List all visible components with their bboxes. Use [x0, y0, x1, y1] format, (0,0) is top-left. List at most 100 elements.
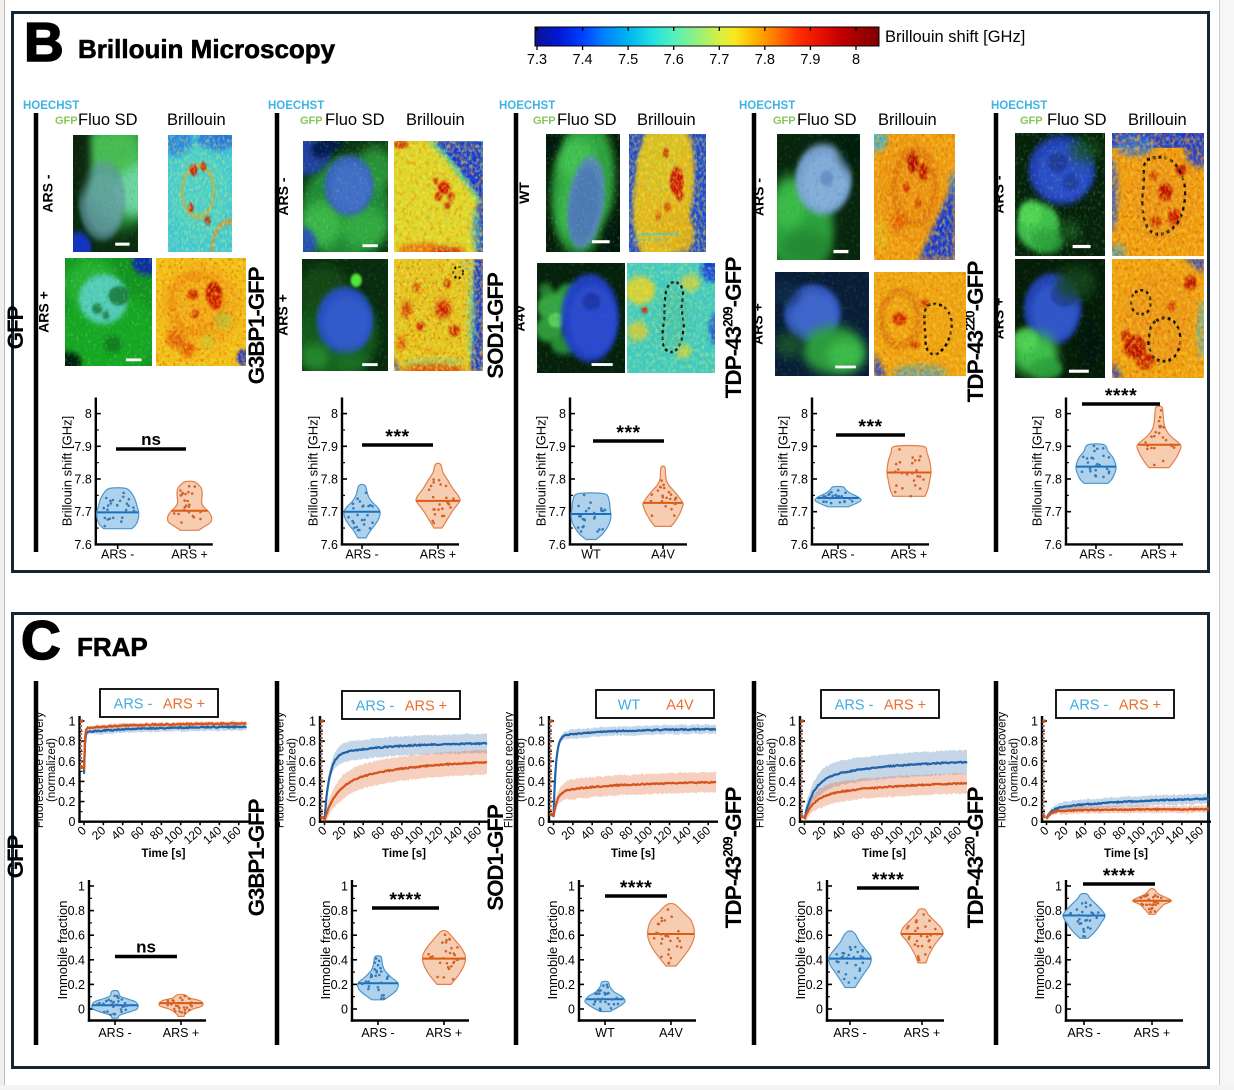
svg-text:ARS +: ARS + [904, 1026, 940, 1040]
svg-text:0: 0 [1055, 1003, 1062, 1017]
svg-text:Fluo SD: Fluo SD [797, 111, 857, 129]
svg-text:ARS +: ARS + [1119, 698, 1161, 714]
svg-text:7.4: 7.4 [572, 52, 592, 68]
svg-text:ARS +: ARS + [163, 1026, 199, 1040]
svg-text:7.7: 7.7 [549, 505, 566, 519]
svg-text:HOECHST: HOECHST [991, 100, 1047, 112]
svg-text:FRAP: FRAP [77, 632, 148, 662]
svg-text:0: 0 [1031, 815, 1038, 829]
svg-text:1: 1 [789, 715, 796, 729]
svg-text:8: 8 [852, 52, 860, 68]
svg-text:Brillouin shift [GHz]: Brillouin shift [GHz] [306, 416, 321, 527]
svg-text:7.6: 7.6 [791, 538, 808, 552]
svg-text:ARS +: ARS + [1134, 1026, 1170, 1040]
svg-text:Fluorescence recovery: Fluorescence recovery [755, 712, 767, 829]
svg-text:7.9: 7.9 [1045, 440, 1062, 454]
svg-text:160: 160 [219, 823, 243, 847]
svg-text:Immobile fraction: Immobile fraction [55, 901, 70, 1000]
svg-text:Fluo SD: Fluo SD [1047, 111, 1107, 129]
svg-text:ARS -: ARS - [98, 1026, 131, 1040]
svg-text:0.4: 0.4 [1045, 953, 1062, 967]
svg-text:0: 0 [69, 815, 76, 829]
svg-text:7.9: 7.9 [74, 440, 91, 454]
svg-text:Immobile fraction: Immobile fraction [545, 901, 560, 1000]
svg-text:Brillouin: Brillouin [167, 111, 226, 129]
svg-text:160: 160 [689, 823, 713, 847]
svg-text:7.5: 7.5 [618, 52, 638, 68]
svg-text:7.9: 7.9 [549, 440, 566, 454]
svg-text:0.8: 0.8 [806, 904, 823, 918]
svg-text:ARS -: ARS - [345, 548, 378, 562]
svg-text:A4V: A4V [651, 548, 675, 562]
svg-text:0.6: 0.6 [806, 929, 823, 943]
svg-text:0.8: 0.8 [58, 735, 75, 749]
svg-text:TDP-43220-GFP: TDP-43220-GFP [963, 261, 989, 403]
svg-text:40: 40 [578, 823, 598, 843]
svg-text:40: 40 [108, 823, 128, 843]
svg-text:0.4: 0.4 [58, 775, 75, 789]
svg-text:Brillouin: Brillouin [637, 111, 696, 129]
svg-text:C: C [21, 609, 61, 671]
svg-text:1: 1 [568, 880, 575, 894]
svg-text:7.8: 7.8 [549, 473, 566, 487]
svg-text:0.6: 0.6 [331, 929, 348, 943]
svg-text:Brillouin shift [GHz]: Brillouin shift [GHz] [534, 416, 549, 527]
svg-text:0.6: 0.6 [68, 929, 85, 943]
svg-text:7.9: 7.9 [321, 440, 338, 454]
svg-text:Brillouin shift [GHz]: Brillouin shift [GHz] [1030, 416, 1045, 527]
svg-text:40: 40 [349, 823, 369, 843]
svg-text:ARS -: ARS - [1067, 1026, 1100, 1040]
svg-text:7.7: 7.7 [321, 505, 338, 519]
svg-text:Time [s]: Time [s] [382, 848, 426, 860]
svg-text:1: 1 [1055, 880, 1062, 894]
svg-text:0.2: 0.2 [331, 978, 348, 992]
svg-text:0: 0 [1037, 823, 1052, 838]
svg-text:40: 40 [829, 823, 849, 843]
svg-text:0.6: 0.6 [779, 755, 796, 769]
svg-text:20: 20 [1052, 823, 1072, 843]
svg-text:ARS +: ARS + [1141, 548, 1177, 562]
svg-text:Time [s]: Time [s] [142, 848, 186, 860]
svg-text:7.7: 7.7 [1045, 505, 1062, 519]
svg-text:160: 160 [460, 823, 484, 847]
svg-text:Brillouin shift [GHz]: Brillouin shift [GHz] [885, 28, 1025, 46]
svg-text:Fluorescence recovery: Fluorescence recovery [997, 712, 1009, 829]
svg-text:ARS -: ARS - [835, 698, 874, 714]
svg-text:1: 1 [78, 880, 85, 894]
svg-text:7.8: 7.8 [1045, 473, 1062, 487]
svg-text:Time [s]: Time [s] [1104, 848, 1148, 860]
svg-text:SOD1-GFP: SOD1-GFP [483, 272, 508, 379]
svg-text:WT: WT [516, 182, 532, 204]
svg-text:WT: WT [581, 548, 601, 562]
svg-text:GFP: GFP [3, 834, 28, 878]
svg-text:G3BP1-GFP: G3BP1-GFP [244, 798, 269, 916]
svg-text:****: **** [389, 889, 421, 911]
svg-text:Immobile fraction: Immobile fraction [318, 901, 333, 1000]
svg-text:ARS -: ARS - [275, 177, 291, 215]
svg-text:Brillouin Microscopy: Brillouin Microscopy [78, 34, 336, 64]
svg-text:GFP: GFP [300, 115, 323, 127]
svg-text:0.8: 0.8 [558, 904, 575, 918]
svg-text:Brillouin: Brillouin [1128, 111, 1187, 129]
svg-text:1: 1 [341, 880, 348, 894]
svg-text:ARS -: ARS - [821, 548, 854, 562]
svg-text:0.8: 0.8 [68, 904, 85, 918]
svg-text:60: 60 [848, 823, 868, 843]
svg-text:8: 8 [559, 407, 566, 421]
svg-text:7.6: 7.6 [549, 538, 566, 552]
svg-text:0.4: 0.4 [68, 953, 85, 967]
svg-text:0.8: 0.8 [331, 904, 348, 918]
svg-text:20: 20 [330, 823, 350, 843]
svg-text:Time [s]: Time [s] [862, 848, 906, 860]
svg-text:***: *** [385, 426, 409, 448]
svg-text:0.8: 0.8 [1045, 904, 1062, 918]
svg-text:0.2: 0.2 [1021, 795, 1038, 809]
svg-text:***: *** [616, 422, 640, 444]
svg-text:GFP: GFP [773, 115, 796, 127]
svg-text:Immobile fraction: Immobile fraction [1032, 901, 1047, 1000]
svg-text:ARS +: ARS + [426, 1026, 462, 1040]
svg-text:B: B [24, 11, 64, 73]
svg-text:0.6: 0.6 [1021, 755, 1038, 769]
svg-text:0.2: 0.2 [58, 795, 75, 809]
svg-text:1: 1 [538, 715, 545, 729]
